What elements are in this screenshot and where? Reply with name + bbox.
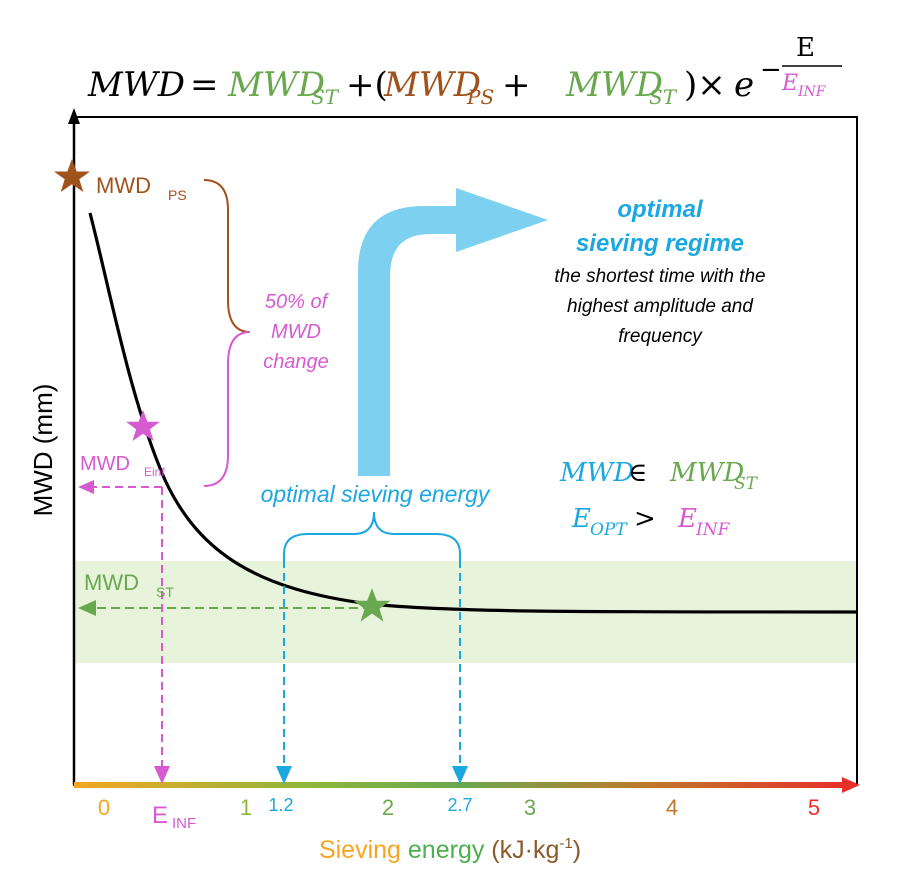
einf-horizontal-arrowhead xyxy=(78,480,94,494)
formula-e: e xyxy=(734,65,754,105)
x-axis xyxy=(74,782,844,788)
cond1-b: MWD xyxy=(669,458,744,488)
formula-st2-base: MWD xyxy=(565,65,663,105)
x-tick-einf-sub: INF xyxy=(172,815,196,832)
cond1-a: MWD xyxy=(559,458,634,488)
opt-high-arrowhead xyxy=(452,766,468,784)
conditions: MWD ∈ MWD ST E OPT > E INF xyxy=(559,458,759,540)
x-tick-0: 0 xyxy=(98,795,110,820)
label-mwd-st: MWD xyxy=(84,570,139,595)
x-tick-1: 1 xyxy=(240,795,252,820)
star-mwd-ps xyxy=(54,159,90,192)
cond2-op: > xyxy=(634,504,656,534)
change-line2: MWD xyxy=(271,321,321,343)
label-mwd-st-sub: ST xyxy=(156,584,174,600)
regime-desc2: highest amplitude and xyxy=(567,296,754,317)
x-tick-opt-high: 2.7 xyxy=(447,795,472,815)
y-axis-label: MWD (mm) xyxy=(28,384,58,517)
star-mwd-st xyxy=(353,588,391,622)
x-tick-4: 4 xyxy=(666,795,678,820)
x-tick-opt-low: 1.2 xyxy=(268,795,293,815)
formula-exp-den-base: E xyxy=(781,71,798,96)
x-tick-3: 3 xyxy=(524,795,536,820)
x-tick-5: 5 xyxy=(808,795,820,820)
regime-desc1: the shortest time with the xyxy=(554,266,765,287)
change-brace-bottom xyxy=(203,331,251,487)
formula-ps-sub: PS xyxy=(466,85,494,109)
cond2-a: E xyxy=(571,504,591,534)
x-tick-2: 2 xyxy=(382,795,394,820)
formula-equals: = xyxy=(190,65,219,105)
label-mwd-einf: MWD xyxy=(80,453,130,475)
cond1-b-sub: ST xyxy=(734,474,759,494)
opt-low-arrowhead xyxy=(276,766,292,784)
formula-st2-sub: ST xyxy=(649,85,678,109)
change-line3: change xyxy=(263,351,329,373)
formula-exp-den-sub: INF xyxy=(797,84,827,100)
label-mwd-ps: MWD xyxy=(96,173,151,198)
einf-vertical-arrowhead xyxy=(154,766,170,784)
formula-plus-paren: +( xyxy=(346,65,388,105)
label-opt-energy: optimal sieving energy xyxy=(261,481,491,507)
formula-st-sub: ST xyxy=(311,85,340,109)
label-mwd-einf-sub: Einf xyxy=(144,465,165,479)
formula-lhs: MWD xyxy=(87,65,185,105)
opt-energy-brace xyxy=(283,511,461,560)
x-axis-label: Sieving energy (kJ·kg-1) xyxy=(319,835,581,864)
regime-arrow xyxy=(358,188,548,476)
x-tick-einf: E xyxy=(152,802,168,829)
mwd-curve xyxy=(88,212,857,614)
formula-st-base: MWD xyxy=(227,65,325,105)
cond2-b: E xyxy=(677,504,697,534)
star-mwd-einf xyxy=(126,410,160,441)
regime-line1: optimal xyxy=(617,196,704,223)
formula-ps-base: MWD xyxy=(383,65,481,105)
x-tick-labels: 0 1 2 3 4 5 xyxy=(98,795,820,820)
change-brace-top xyxy=(203,179,251,333)
formula-plus: + xyxy=(502,65,531,105)
cond2-b-sub: INF xyxy=(695,520,731,540)
regime-desc3: frequency xyxy=(618,326,703,347)
regime-line2: sieving regime xyxy=(576,230,744,257)
y-axis-arrowhead xyxy=(68,108,80,124)
label-mwd-ps-sub: PS xyxy=(168,187,187,203)
cond1-op: ∈ xyxy=(628,458,647,488)
change-line1: 50% of xyxy=(265,291,330,313)
formula-close-times: )× xyxy=(684,65,726,105)
st-horizontal-arrowhead xyxy=(78,600,96,616)
formula-minus: − xyxy=(760,55,782,85)
x-axis-arrowhead xyxy=(842,777,860,793)
formula-exp-num: E xyxy=(796,33,815,63)
formula: MWD = MWD ST +( MWD PS + MWD ST )× e − E… xyxy=(87,33,842,109)
cond2-a-sub: OPT xyxy=(590,520,628,540)
